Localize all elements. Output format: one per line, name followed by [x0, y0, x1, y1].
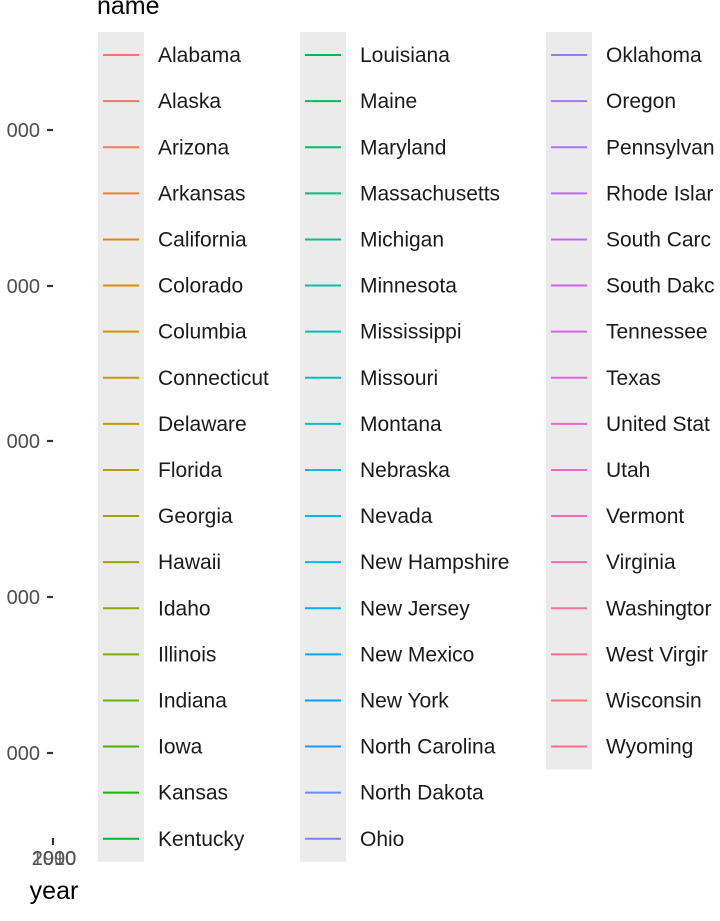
legend-label: Minnesota	[360, 275, 457, 298]
legend-label: Florida	[158, 459, 223, 482]
legend-label: Nebraska	[360, 459, 450, 482]
legend-label: North Carolina	[360, 736, 496, 759]
legend-label: Michigan	[360, 228, 444, 251]
legend-label: Wyoming	[606, 736, 693, 759]
legend: name Alabama Alaska Arizona Arkansas Californ…	[97, 0, 715, 862]
y-tick-label: 000	[7, 743, 40, 765]
legend-label: New Jersey	[360, 597, 470, 620]
legend-key-background	[98, 32, 144, 862]
y-tick-label: 000	[7, 276, 40, 298]
legend-label: North Dakota	[360, 782, 484, 805]
legend-label: Alabama	[158, 44, 241, 67]
legend-label: Rhode Islar	[606, 182, 713, 205]
legend-label: Mississippi	[360, 321, 462, 344]
legend-key-background	[300, 32, 346, 862]
legend-label: Tennessee	[606, 321, 708, 344]
legend-label: California	[158, 228, 247, 251]
legend-label: Nevada	[360, 505, 433, 528]
legend-label: South Carc	[606, 228, 711, 251]
legend-label: Oklahoma	[606, 44, 702, 67]
legend-label: South Dakc	[606, 275, 715, 298]
legend-label: Hawaii	[158, 551, 221, 574]
legend-label: Montana	[360, 413, 442, 436]
legend-label: Wisconsin	[606, 689, 702, 712]
legend-label: Kentucky	[158, 828, 245, 851]
legend-label: Arizona	[158, 136, 230, 159]
legend-label: Maryland	[360, 136, 446, 159]
legend-label: Louisiana	[360, 44, 450, 67]
legend-label: New Hampshire	[360, 551, 509, 574]
legend-label: Georgia	[158, 505, 233, 528]
x-axis-title: year	[30, 877, 79, 905]
legend-label: Connecticut	[158, 367, 269, 390]
x-tick-label: 1990	[32, 848, 77, 870]
legend-label: New York	[360, 689, 449, 712]
legend-label: Delaware	[158, 413, 247, 436]
legend-label: Texas	[606, 367, 661, 390]
legend-title: name	[97, 0, 160, 20]
legend-label: Missouri	[360, 367, 438, 390]
legend-label: Oregon	[606, 90, 676, 113]
legend-label: Alaska	[158, 90, 221, 113]
x-tick-label: 2010	[32, 848, 77, 870]
legend-key-background	[546, 32, 592, 770]
legend-label: Iowa	[158, 736, 203, 759]
legend-label: West Virgir	[606, 643, 708, 666]
legend-label: United Stat	[606, 413, 710, 436]
legend-label: Pennsylvan	[606, 136, 715, 159]
legend-label: Ohio	[360, 828, 404, 851]
legend-label: Indiana	[158, 689, 227, 712]
y-tick-label: 000	[7, 120, 40, 142]
legend-label: Idaho	[158, 597, 211, 620]
legend-label: Washingtor	[606, 597, 711, 620]
legend-label: Maine	[360, 90, 417, 113]
legend-label: Arkansas	[158, 182, 246, 205]
legend-label: Vermont	[606, 505, 684, 528]
legend-label: Virginia	[606, 551, 676, 574]
legend-label: New Mexico	[360, 643, 474, 666]
x-tick-label: 2000	[32, 848, 77, 870]
legend-label: Illinois	[158, 643, 216, 666]
y-tick-label: 000	[7, 431, 40, 453]
y-tick-label: 000	[7, 587, 40, 609]
legend-label: Colorado	[158, 275, 243, 298]
legend-label: Massachusetts	[360, 182, 500, 205]
legend-label: Columbia	[158, 321, 247, 344]
legend-label: Kansas	[158, 782, 228, 805]
legend-label: Utah	[606, 459, 650, 482]
